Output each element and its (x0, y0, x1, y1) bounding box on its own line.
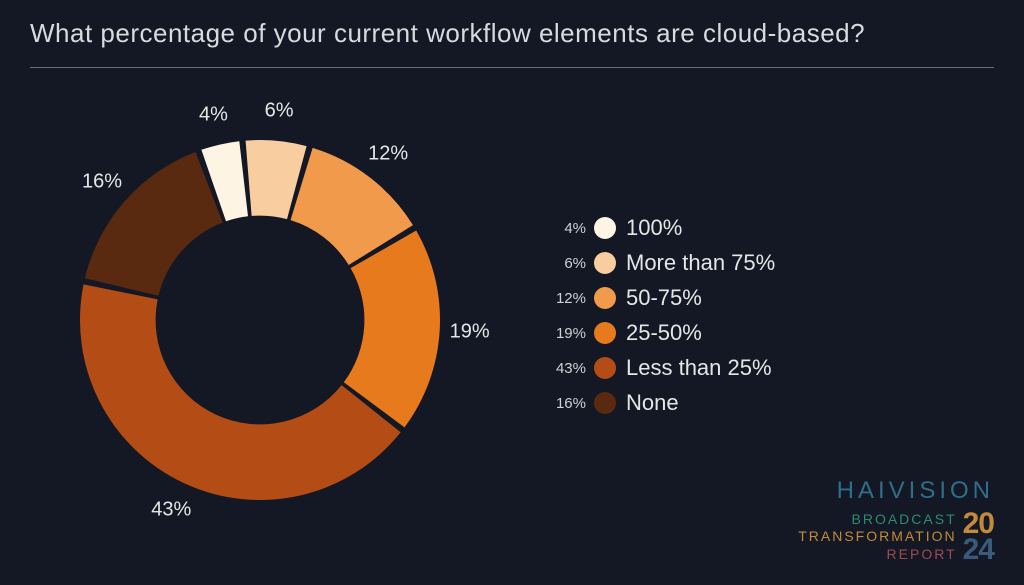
legend-label: 100% (626, 215, 682, 241)
legend-pct: 19% (540, 325, 586, 342)
brand-line1: BROADCAST (798, 511, 956, 529)
legend-swatch (594, 392, 616, 414)
legend-swatch (594, 322, 616, 344)
donut-svg (40, 100, 480, 540)
legend-label: More than 75% (626, 250, 775, 276)
legend-pct: 43% (540, 360, 586, 377)
donut-chart: 4%6%12%19%43%16% (40, 100, 480, 540)
legend-label: Less than 25% (626, 355, 772, 381)
legend-pct: 12% (540, 290, 586, 307)
legend-row: 16% None (540, 390, 775, 416)
legend-row: 4% 100% (540, 215, 775, 241)
slice-label: 43% (151, 499, 191, 522)
slice-label: 19% (450, 321, 490, 344)
legend-row: 19% 25-50% (540, 320, 775, 346)
branding-block: HAIVISION BROADCAST TRANSFORMATION REPOR… (798, 477, 994, 564)
brand-line2: TRANSFORMATION (798, 528, 956, 546)
legend-row: 43% Less than 25% (540, 355, 775, 381)
legend: 4% 100% 6% More than 75% 12% 50-75% 19% 25-50% 4… (540, 215, 775, 425)
brand-year: 20 24 (963, 511, 994, 562)
legend-row: 12% 50-75% (540, 285, 775, 311)
legend-label: 50-75% (626, 285, 702, 311)
slice-label: 6% (265, 99, 294, 122)
slice-label: 4% (199, 104, 228, 127)
brand-report-text: BROADCAST TRANSFORMATION REPORT (798, 511, 956, 564)
chart-title: What percentage of your current workflow… (30, 18, 994, 49)
legend-pct: 4% (540, 220, 586, 237)
legend-row: 6% More than 75% (540, 250, 775, 276)
slice-label: 12% (368, 142, 408, 165)
legend-swatch (594, 217, 616, 239)
legend-pct: 6% (540, 255, 586, 272)
legend-swatch (594, 357, 616, 379)
legend-label: 25-50% (626, 320, 702, 346)
legend-swatch (594, 252, 616, 274)
title-bar: What percentage of your current workflow… (30, 18, 994, 68)
brand-company: HAIVISION (798, 477, 994, 505)
legend-pct: 16% (540, 395, 586, 412)
slice-label: 16% (82, 170, 122, 193)
brand-report: BROADCAST TRANSFORMATION REPORT 20 24 (798, 511, 994, 564)
donut-slice (80, 284, 401, 500)
legend-label: None (626, 390, 679, 416)
legend-swatch (594, 287, 616, 309)
donut-slice (344, 231, 440, 428)
brand-line3: REPORT (798, 546, 956, 564)
